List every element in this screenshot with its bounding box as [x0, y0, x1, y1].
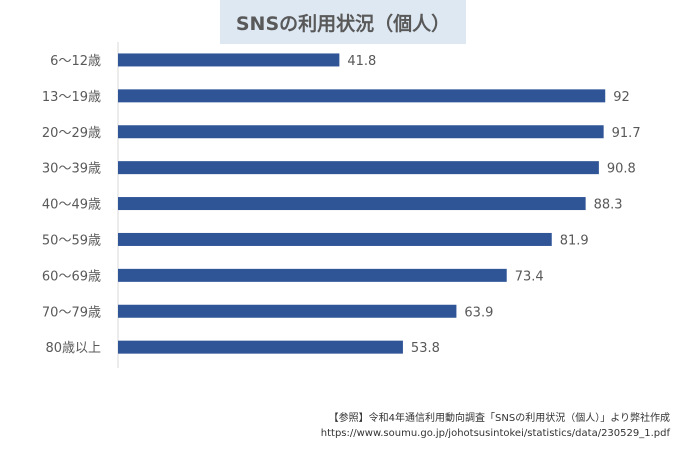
bar [118, 197, 586, 211]
category-label: 50～59歳 [42, 233, 101, 248]
category-label: 6～12歳 [50, 54, 101, 69]
category-label: 40～49歳 [42, 198, 101, 213]
chart-title: SNSの利用状況（個人） [235, 12, 451, 35]
data-label: 88.3 [594, 198, 623, 213]
category-label: 30～39歳 [42, 162, 101, 177]
source-citation: 【参照】令和4年通信利用動向調査「SNSの利用状況（個人）」より弊社作成 [328, 413, 670, 424]
data-label: 90.8 [607, 162, 636, 177]
category-label: 60～69歳 [42, 269, 101, 284]
bar [118, 268, 507, 282]
chart-title-box: SNSの利用状況（個人） [220, 0, 466, 44]
source-note: 【参照】令和4年通信利用動向調査「SNSの利用状況（個人）」より弊社作成 htt… [321, 411, 670, 441]
bar [118, 232, 552, 246]
bar [118, 53, 340, 67]
data-label: 63.9 [464, 305, 493, 320]
category-label: 70～79歳 [42, 305, 101, 320]
category-label: 20～29歳 [42, 126, 101, 141]
bar [118, 340, 403, 354]
data-label: 53.8 [411, 341, 440, 356]
bar [118, 161, 599, 175]
bar [118, 89, 606, 103]
source-url: https://www.soumu.go.jp/johotsusintokei/… [320, 428, 670, 439]
data-label: 91.7 [612, 126, 641, 141]
data-label: 73.4 [515, 269, 544, 284]
data-label: 81.9 [560, 233, 589, 248]
bar [118, 304, 457, 318]
data-label: 92 [613, 90, 630, 105]
category-label: 80歳以上 [45, 341, 101, 356]
data-label: 41.8 [347, 54, 376, 69]
bar [118, 125, 604, 139]
category-label: 13～19歳 [42, 90, 101, 105]
